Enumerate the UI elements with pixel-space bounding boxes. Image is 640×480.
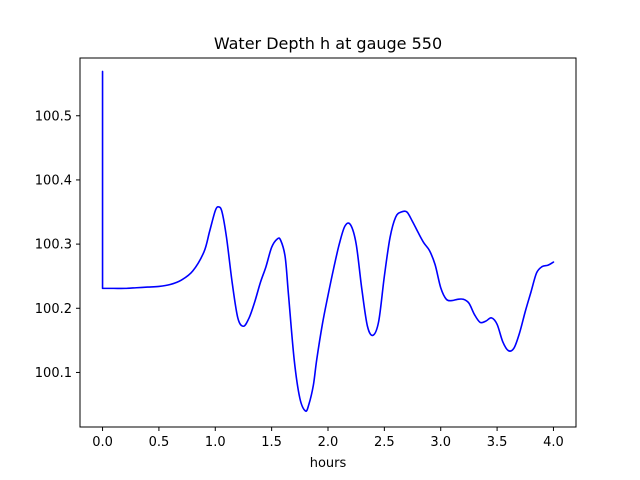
x-tick-label: 1.0 — [205, 435, 226, 450]
x-tick-label: 2.0 — [318, 435, 339, 450]
y-tick-label: 100.3 — [35, 238, 72, 253]
x-tick-label: 3.0 — [430, 435, 451, 450]
y-axis: 100.1 100.2 100.3 100.4 100.5 — [35, 109, 80, 381]
y-tick-label: 100.4 — [35, 173, 72, 188]
x-tick-label: 1.5 — [261, 435, 282, 450]
x-tick-label: 2.5 — [374, 435, 395, 450]
y-tick-label: 100.2 — [35, 302, 72, 317]
axes-frame — [79, 57, 577, 428]
y-tick-label: 100.1 — [35, 366, 72, 381]
x-tick-label: 0.5 — [149, 435, 170, 450]
series-line — [101, 70, 555, 412]
x-tick-label: 0.0 — [92, 435, 113, 450]
y-tick-label: 100.5 — [35, 109, 72, 124]
chart-title: Water Depth h at gauge 550 — [214, 34, 442, 53]
x-axis: 0.0 0.5 1.0 1.5 2.0 2.5 3.0 3.5 4.0 — [92, 427, 564, 450]
x-tick-label: 4.0 — [543, 435, 564, 450]
x-axis-label: hours — [310, 456, 347, 471]
plot-area — [101, 70, 555, 412]
x-tick-label: 3.5 — [487, 435, 508, 450]
